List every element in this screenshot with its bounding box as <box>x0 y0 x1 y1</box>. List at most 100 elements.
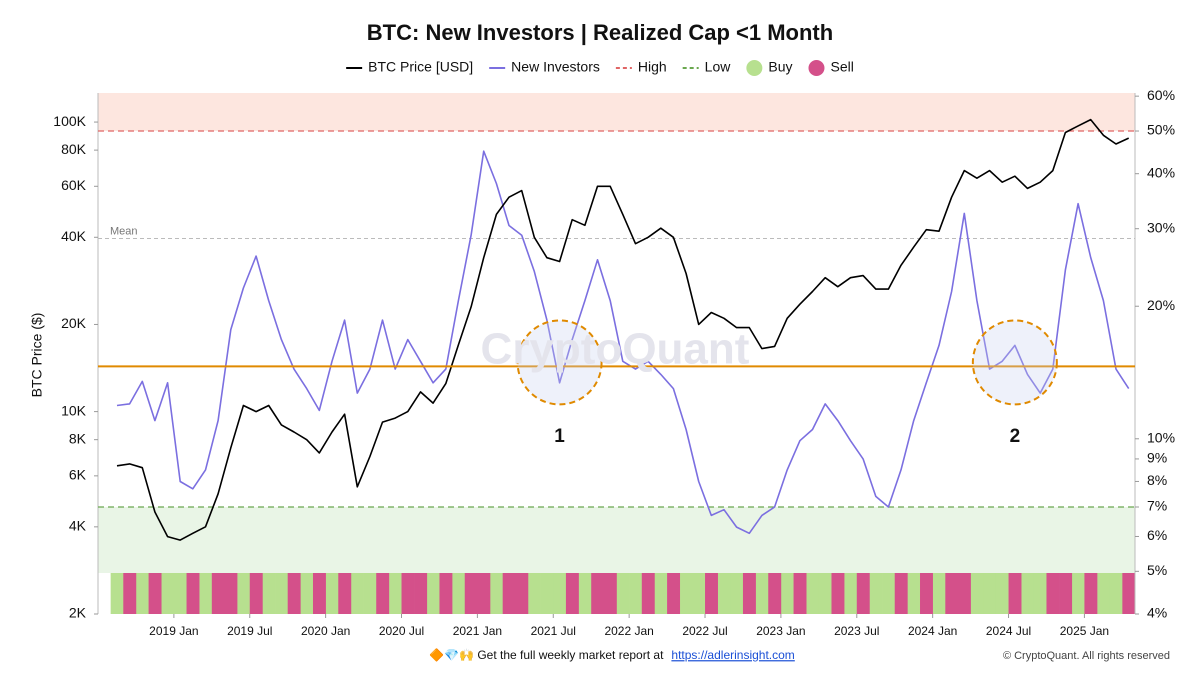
signal-bar <box>553 573 567 614</box>
signal-bar <box>148 573 162 614</box>
y2-tick-label: 9% <box>1147 450 1167 466</box>
annotation-circle <box>516 319 603 406</box>
x-tick-label: 2023 Jan <box>756 624 805 638</box>
signal-bar <box>312 573 326 614</box>
signal-bar <box>325 573 339 614</box>
signal-bar <box>730 573 744 614</box>
y-axis-label: BTC Price ($) <box>29 313 45 398</box>
signal-bar <box>300 573 314 614</box>
footer-promo: 🔶💎🙌 Get the full weekly market report at <box>429 648 664 662</box>
y-tick-label: 6K <box>69 467 87 483</box>
signal-bar <box>540 573 554 614</box>
legend: BTC Price [USD] New Investors High Low Buy Se… <box>346 59 854 76</box>
signal-bar <box>654 573 668 614</box>
signal-bar <box>388 573 402 614</box>
signal-bar <box>1084 573 1098 614</box>
signal-bar <box>452 573 466 614</box>
signal-bar <box>464 573 478 614</box>
footer-link[interactable]: https://adlerinsight.com <box>671 648 794 662</box>
y2-tick-label: 5% <box>1147 562 1167 578</box>
signal-bar <box>426 573 440 614</box>
signal-bar <box>995 573 1009 614</box>
x-tick-label: 2021 Jul <box>531 624 576 638</box>
signal-bar <box>173 573 187 614</box>
signal-bar <box>502 573 516 614</box>
signal-bar <box>338 573 352 614</box>
signal-bar <box>515 573 529 614</box>
signal-bar <box>945 573 959 614</box>
y-tick-label: 2K <box>69 605 87 621</box>
x-tick-label: 2022 Jan <box>604 624 653 638</box>
signal-bar <box>262 573 276 614</box>
footer: 🔶💎🙌 Get the full weekly market report at… <box>429 648 1170 662</box>
x-tick-label: 2025 Jan <box>1060 624 1109 638</box>
y-tick-label: 60K <box>61 177 87 193</box>
y-tick-label: 80K <box>61 141 87 157</box>
signal-bar <box>1071 573 1085 614</box>
signal-bar <box>882 573 896 614</box>
signal-bar <box>907 573 921 614</box>
x-tick-label: 2019 Jul <box>227 624 272 638</box>
x-tick-label: 2019 Jan <box>149 624 198 638</box>
signal-bar <box>565 573 579 614</box>
high-zone <box>98 93 1135 132</box>
signal-bar <box>123 573 137 614</box>
signal-bar <box>983 573 997 614</box>
signal-bar <box>199 573 213 614</box>
signal-bar <box>679 573 693 614</box>
plot-area: 2K 4K 6K 8K 10K 20K 40K 60K 80K 100K 4% 5% 6% 7% 8% 9% 1… <box>53 87 1175 638</box>
signal-bar <box>1122 573 1136 614</box>
legend-label: High <box>638 59 667 75</box>
x-tick-label: 2023 Jul <box>834 624 879 638</box>
signal-bar <box>629 573 643 614</box>
signal-bar <box>806 573 820 614</box>
chart-title: BTC: New Investors | Realized Cap <1 Mon… <box>367 20 833 45</box>
y-tick-label: 10K <box>61 402 87 418</box>
annotation-label: 2 <box>1010 426 1021 447</box>
signal-bar <box>186 573 200 614</box>
x-tick-label: 2022 Jul <box>682 624 727 638</box>
y-tick-label: 40K <box>61 228 87 244</box>
signal-bar <box>641 573 655 614</box>
x-tick-label: 2024 Jan <box>908 624 957 638</box>
watermark: CryptoQuant <box>481 325 750 374</box>
signal-bar <box>768 573 782 614</box>
signal-bar <box>249 573 263 614</box>
copyright: © CryptoQuant. All rights reserved <box>1003 650 1170 662</box>
signal-bar <box>667 573 681 614</box>
signal-bar <box>831 573 845 614</box>
y2-tick-label: 10% <box>1147 429 1175 445</box>
y2-tick-label: 60% <box>1147 87 1175 103</box>
x-tick-label: 2021 Jan <box>453 624 502 638</box>
legend-label: New Investors <box>511 59 600 75</box>
signal-bar <box>527 573 541 614</box>
signal-bar <box>755 573 769 614</box>
signal-bar <box>490 573 503 614</box>
signal-bar <box>439 573 453 614</box>
y-tick-label: 20K <box>61 315 87 331</box>
signal-bar <box>363 573 377 614</box>
signal-bar <box>1059 573 1073 614</box>
low-zone <box>98 506 1135 573</box>
signal-bar <box>578 573 592 614</box>
signal-bar <box>1033 573 1047 614</box>
series-line <box>116 118 1130 541</box>
y2-tick-label: 20% <box>1147 297 1175 313</box>
signal-bar <box>1109 573 1123 614</box>
signal-bar <box>287 573 301 614</box>
y2-tick-label: 50% <box>1147 122 1175 138</box>
signal-bar <box>350 573 364 614</box>
legend-label: Sell <box>830 59 853 75</box>
signal-bar <box>705 573 718 614</box>
signal-bar <box>1097 573 1111 614</box>
signal-bar <box>1046 573 1060 614</box>
signal-bar <box>211 573 225 614</box>
signal-bar <box>692 573 706 614</box>
signal-bar <box>844 573 858 614</box>
legend-label: Low <box>705 59 732 75</box>
signal-bar <box>957 573 971 614</box>
signal-bar <box>793 573 807 614</box>
signal-bar <box>161 573 175 614</box>
legend-swatch <box>746 60 763 76</box>
